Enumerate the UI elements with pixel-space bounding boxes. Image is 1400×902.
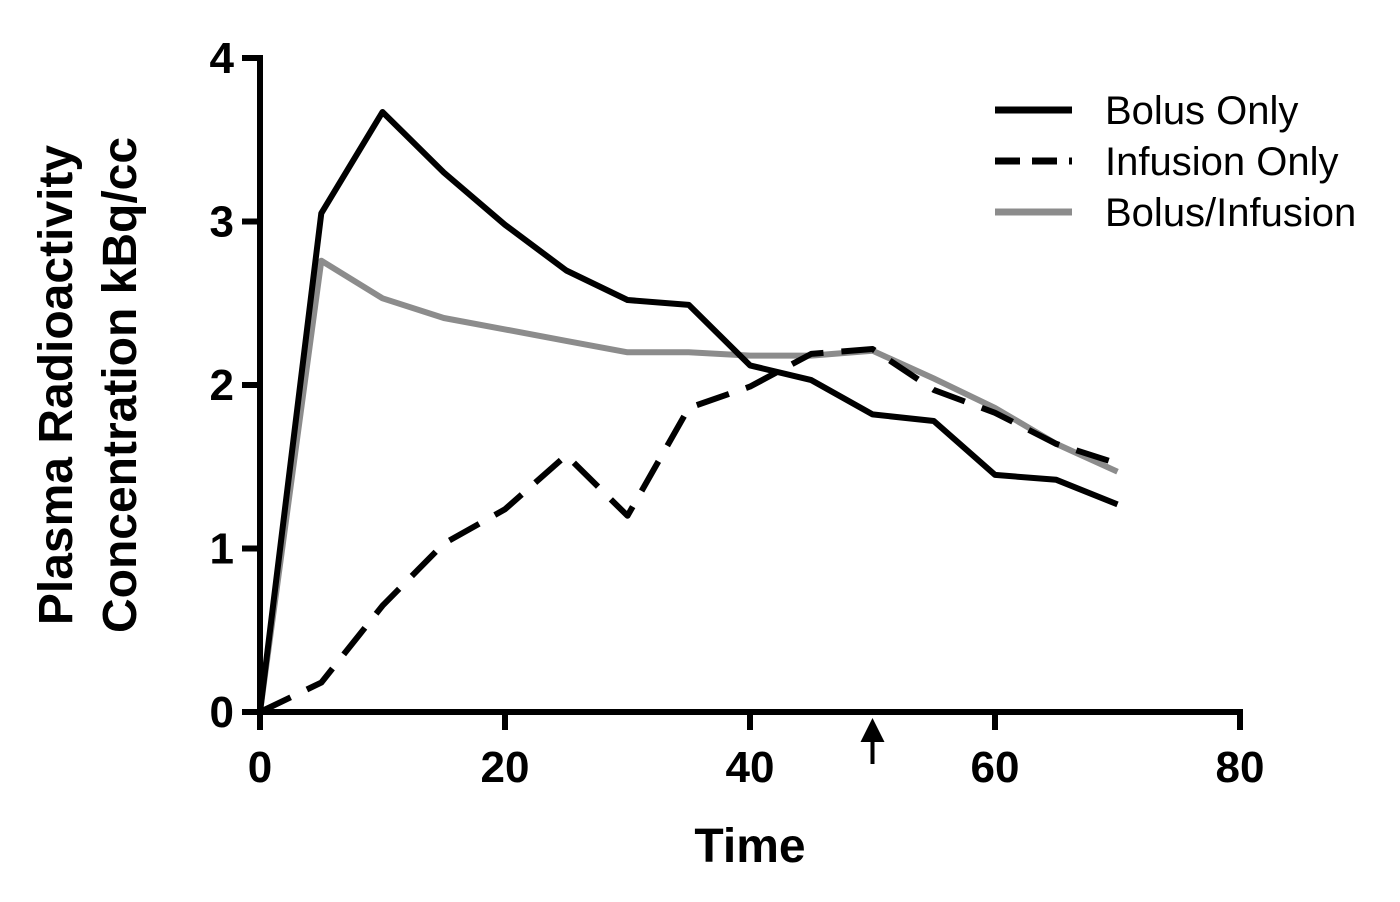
legend: Bolus Only Infusion Only Bolus/Infusion (995, 89, 1356, 235)
legend-label-infusion-only: Infusion Only (1105, 140, 1338, 184)
legend-entry-bolus-infusion: Bolus/Infusion (995, 191, 1356, 235)
y-tick-label-1: 1 (210, 525, 234, 574)
x-axis-title: Time (694, 820, 805, 873)
y-axis-ticks: 0 1 2 3 4 (210, 34, 260, 737)
series-lines (257, 109, 1119, 715)
x-tick-label-20: 20 (481, 743, 530, 792)
arrow-head (860, 718, 885, 742)
y-tick-label-3: 3 (210, 198, 234, 247)
x-tick-label-40: 40 (726, 743, 775, 792)
series-line-bolus-only (257, 109, 1119, 713)
series-line-bolus-infusion (257, 257, 1119, 713)
legend-label-bolus-infusion: Bolus/Infusion (1105, 191, 1356, 235)
x-axis-ticks: 0 20 40 60 80 (248, 712, 1265, 792)
y-tick-label-0: 0 (210, 688, 234, 737)
x-tick-label-80: 80 (1216, 743, 1265, 792)
time-arrow-annotation (860, 718, 885, 764)
y-axis-title-line-1: Plasma Radioactivity (30, 145, 83, 626)
y-axis-title: Plasma Radioactivity Concentration kBq/c… (30, 137, 147, 633)
legend-entry-bolus-only: Bolus Only (995, 89, 1298, 133)
x-tick-label-0: 0 (248, 743, 272, 792)
y-tick-label-2: 2 (210, 361, 234, 410)
y-tick-label-4: 4 (210, 34, 235, 83)
legend-label-bolus-only: Bolus Only (1105, 89, 1298, 133)
legend-entry-infusion-only: Infusion Only (995, 140, 1338, 184)
x-tick-label-60: 60 (971, 743, 1020, 792)
y-axis-title-line-2: Concentration kBq/cc (94, 137, 147, 633)
